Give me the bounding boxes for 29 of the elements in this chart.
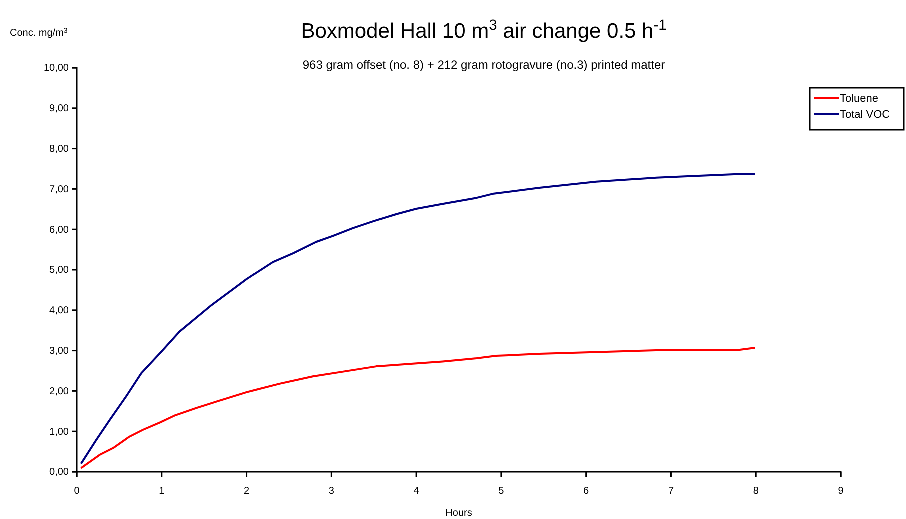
chart-title: Boxmodel Hall 10 m$^{3}$ air change 0.5 h$^{-1}$ [301,18,667,43]
y-tick-label: 9,00 [50,104,70,115]
y-tick-label: 5,00 [50,265,70,276]
y-tick-label: 8,00 [50,144,70,155]
x-tick-label: 1 [159,486,166,497]
x-axis-title: Hours [446,508,472,519]
y-tick-label: 1,00 [50,426,70,438]
y-tick-label: 0,00 [50,467,70,478]
x-tick-label: 0 [74,486,80,497]
x-tick-label: 6 [584,486,590,497]
x-tick-label: 3 [328,486,335,497]
chart-subtitle: 963 gram offset (no. 8) + 212 gram rotogravure (no.3) printed matter [302,58,666,72]
x-tick-label: 2 [244,486,250,497]
legend-label: Toluene [840,93,879,105]
y-tick-label: 7,00 [50,184,70,196]
y-tick-label: 3,00 [50,346,70,357]
line-series [80,173,756,465]
x-tick-label: 8 [753,486,760,497]
x-tick-label: 7 [668,486,674,497]
y-tick-label: 4,00 [50,306,70,317]
line-series [80,346,756,470]
y-axis-title: Conc. mg/m$^{3}$ [10,28,68,39]
y-tick-label: 2,00 [50,386,70,398]
y-tick-label: 10,00 [44,63,70,74]
x-tick-label: 5 [498,486,505,497]
x-tick-label: 9 [838,486,844,497]
y-tick-label: 6,00 [50,224,70,236]
x-tick-label: 4 [414,486,420,497]
legend-label: Total VOC [840,109,890,121]
